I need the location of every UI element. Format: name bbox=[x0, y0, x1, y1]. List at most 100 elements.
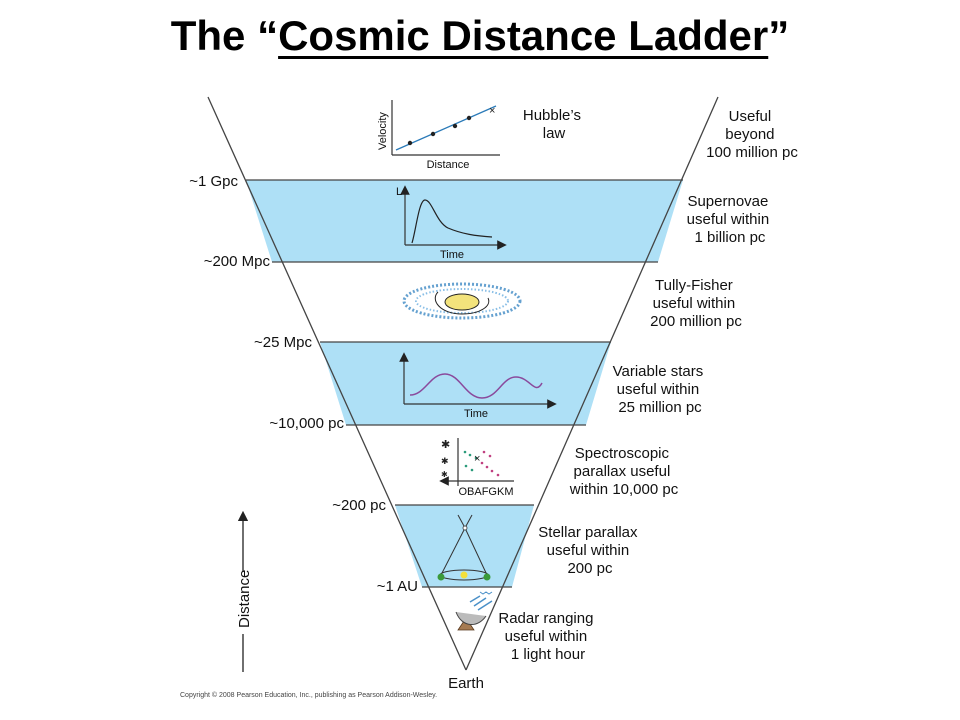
method-labels: Useful beyond 100 million pc Supernovae … bbox=[498, 108, 798, 663]
copyright-notice: Copyright © 2008 Pearson Education, Inc.… bbox=[180, 691, 437, 699]
hr-point bbox=[490, 469, 494, 473]
galaxy-illustration bbox=[402, 282, 522, 320]
parallax-line-right bbox=[464, 527, 488, 576]
method-spectroscopic-line-3: within 10,000 pc bbox=[569, 481, 679, 498]
hr-point bbox=[480, 461, 484, 465]
method-stellar-parallax-line-1: Stellar parallax bbox=[538, 524, 638, 541]
hubble-law-label-line-1: Hubble’s bbox=[523, 107, 581, 124]
method-spectroscopic-line-1: Spectroscopic bbox=[575, 445, 670, 462]
distance-axis: Distance bbox=[233, 510, 253, 672]
hr-star-marker: ✱ bbox=[441, 457, 449, 467]
radar-dish-icon bbox=[455, 611, 487, 625]
method-radar-ranging: Radar ranging useful within 1 light hour bbox=[498, 610, 597, 663]
band-supernovae bbox=[246, 180, 683, 262]
method-tully-fisher-line-1: Tully-Fisher bbox=[655, 277, 733, 294]
method-stellar-parallax-line-3: 200 pc bbox=[567, 560, 613, 577]
band-stellar-parallax bbox=[395, 505, 534, 587]
method-supernovae-line-2: useful within bbox=[687, 211, 770, 228]
title-underlined: Cosmic Distance Ladder bbox=[278, 12, 769, 59]
method-variable-stars-line-3: 25 million pc bbox=[618, 399, 702, 416]
method-variable-stars-line-1: Variable stars bbox=[613, 363, 704, 380]
method-hubble-line-1: Useful bbox=[729, 108, 772, 125]
supernova-light-curve bbox=[411, 199, 493, 244]
parallax-sightline bbox=[457, 514, 465, 527]
hr-point bbox=[482, 450, 486, 454]
hr-point bbox=[496, 473, 500, 477]
galaxy-inner-ring bbox=[415, 288, 509, 314]
supernova-ylabel: L bbox=[396, 186, 402, 198]
boundary-label-200pc: ~200 pc bbox=[332, 497, 386, 514]
method-tully-fisher-line-2: useful within bbox=[653, 295, 736, 312]
method-hubble-line-3: 100 million pc bbox=[706, 144, 798, 161]
distance-axis-label: Distance bbox=[236, 570, 253, 628]
method-supernovae: Supernovae useful within 1 billion pc bbox=[687, 193, 774, 246]
hubble-point bbox=[466, 115, 472, 121]
hr-point bbox=[485, 465, 489, 469]
hr-star-marker: ✱ bbox=[441, 470, 448, 479]
hr-diagram-plot: ✱ ✱ ✱ × OBAFGKM bbox=[439, 438, 514, 498]
hr-star-marker: ✱ bbox=[441, 438, 450, 451]
method-radar-line-1: Radar ranging bbox=[498, 610, 593, 627]
hubble-law-label: Hubble’s law bbox=[523, 107, 585, 142]
boundary-label-25mpc: ~25 Mpc bbox=[254, 334, 312, 351]
hubble-point bbox=[430, 131, 436, 137]
boundary-label-1gpc: ~1 Gpc bbox=[189, 173, 238, 190]
supernova-plot: L Time bbox=[396, 185, 507, 261]
method-spectroscopic-parallax: Spectroscopic parallax useful within 10,… bbox=[569, 445, 679, 498]
method-radar-line-3: 1 light hour bbox=[511, 646, 585, 663]
boundary-labels: ~1 Gpc ~200 Mpc ~25 Mpc ~10,000 pc ~200 … bbox=[189, 173, 418, 595]
sun-icon bbox=[460, 571, 468, 579]
method-stellar-parallax-line-2: useful within bbox=[547, 542, 630, 559]
title-prefix: The “ bbox=[170, 12, 279, 59]
hubble-point bbox=[407, 140, 413, 146]
hubble-law-plot: × Distance Velocity Hubble’s law bbox=[377, 100, 585, 171]
radar-wave-icon bbox=[469, 595, 493, 611]
variable-light-curve bbox=[409, 373, 543, 399]
variable-xlabel: Time bbox=[464, 408, 488, 420]
distance-axis-label-bg bbox=[233, 572, 253, 634]
hr-point bbox=[488, 454, 492, 458]
method-supernovae-line-1: Supernovae bbox=[687, 193, 768, 210]
hr-points bbox=[463, 450, 500, 477]
slide-title: The “Cosmic Distance Ladder” bbox=[0, 12, 960, 60]
parallax-sightline bbox=[465, 514, 473, 527]
hubble-x-marker: × bbox=[489, 105, 495, 117]
hr-point bbox=[468, 453, 472, 457]
radar-dish-illustration bbox=[455, 591, 493, 631]
earth-position-icon bbox=[483, 573, 491, 581]
parallax-target-star bbox=[462, 525, 468, 531]
galaxy-core bbox=[444, 293, 480, 311]
method-radar-line-2: useful within bbox=[505, 628, 588, 645]
method-variable-stars-line-2: useful within bbox=[617, 381, 700, 398]
method-hubble-range: Useful beyond 100 million pc bbox=[706, 108, 798, 161]
method-variable-stars: Variable stars useful within 25 million … bbox=[613, 363, 708, 416]
hubble-ylabel: Velocity bbox=[377, 112, 389, 150]
hubble-law-label-line-2: law bbox=[543, 125, 566, 142]
stellar-parallax-illustration bbox=[437, 514, 491, 581]
boundary-label-1au: ~1 AU bbox=[377, 578, 418, 595]
boundary-label-200mpc: ~200 Mpc bbox=[204, 253, 271, 270]
boundary-label-10000pc: ~10,000 pc bbox=[269, 415, 344, 432]
galaxy-outer-ring bbox=[402, 282, 522, 320]
galaxy-outline-arc bbox=[434, 291, 490, 315]
hr-xlabel: OBAFGKM bbox=[458, 486, 513, 498]
variable-star-plot: Time bbox=[399, 352, 557, 420]
hr-point bbox=[464, 464, 468, 468]
funnel-outline bbox=[207, 96, 719, 671]
earth-position-icon bbox=[437, 573, 445, 581]
method-tully-fisher-line-3: 200 million pc bbox=[650, 313, 742, 330]
hr-x-marker: × bbox=[474, 453, 480, 465]
hr-point bbox=[470, 468, 474, 472]
hubble-point bbox=[452, 123, 458, 129]
hr-point bbox=[463, 450, 467, 454]
supernova-xlabel: Time bbox=[440, 249, 464, 261]
radar-wave-icon bbox=[479, 591, 493, 595]
title-suffix: ” bbox=[768, 12, 790, 59]
earth-label: Earth bbox=[448, 675, 484, 692]
method-spectroscopic-line-2: parallax useful bbox=[574, 463, 671, 480]
method-tully-fisher: Tully-Fisher useful within 200 million p… bbox=[650, 277, 742, 330]
method-supernovae-line-3: 1 billion pc bbox=[695, 229, 766, 246]
hubble-fit-line bbox=[395, 105, 497, 151]
hr-point bbox=[474, 456, 478, 460]
